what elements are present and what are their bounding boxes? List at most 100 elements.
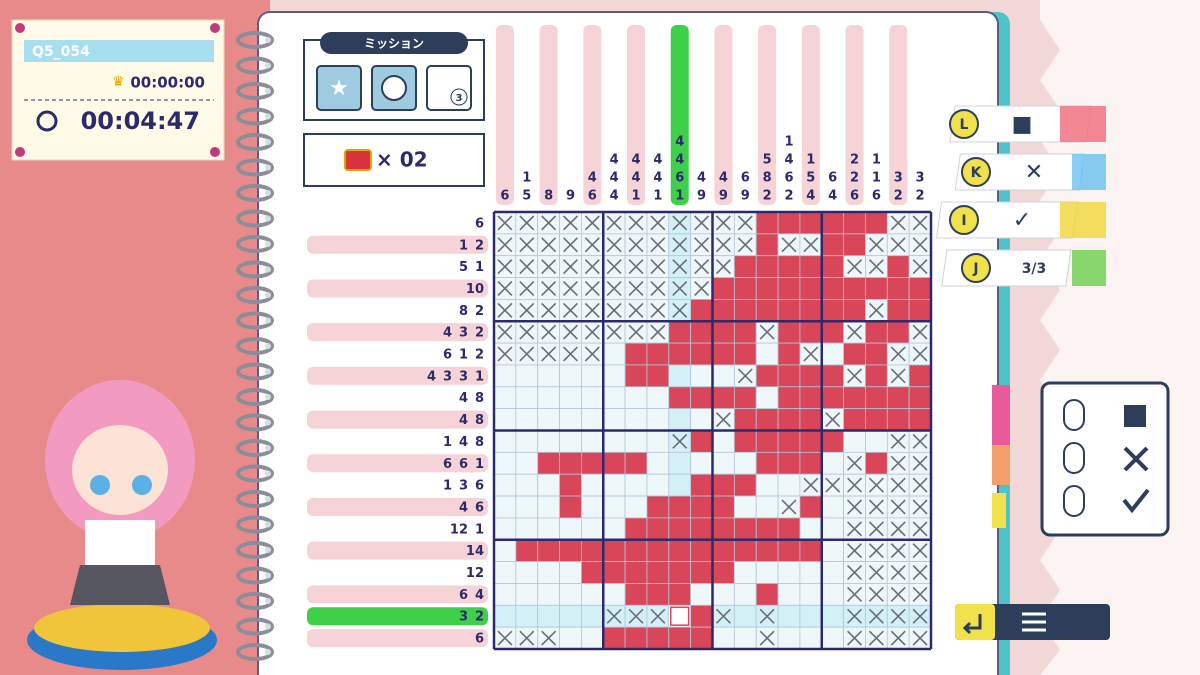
cell[interactable] (712, 626, 735, 650)
cell[interactable] (515, 561, 539, 584)
cell[interactable] (581, 561, 604, 584)
cell[interactable] (668, 583, 692, 606)
cell[interactable] (646, 561, 670, 584)
cell[interactable] (646, 539, 670, 563)
cell[interactable] (865, 277, 888, 300)
cell[interactable] (712, 364, 735, 388)
cell[interactable] (646, 517, 670, 541)
cell[interactable] (581, 604, 604, 628)
cell[interactable] (821, 211, 845, 235)
cell[interactable] (624, 473, 648, 497)
cell[interactable] (777, 277, 801, 300)
cell[interactable] (624, 451, 648, 475)
cell[interactable] (733, 473, 757, 497)
cell[interactable] (581, 408, 604, 431)
cell[interactable] (733, 320, 757, 344)
cell[interactable] (559, 604, 582, 628)
cell[interactable] (799, 298, 823, 322)
cell[interactable] (581, 473, 604, 497)
cell[interactable] (515, 495, 539, 519)
cell[interactable] (755, 277, 779, 300)
cell[interactable] (624, 539, 648, 563)
cell[interactable] (602, 451, 626, 475)
cell[interactable] (886, 255, 910, 278)
cell[interactable] (821, 277, 845, 300)
cell[interactable] (581, 626, 604, 650)
cell[interactable] (755, 495, 779, 519)
cell[interactable] (515, 408, 539, 431)
cell[interactable] (799, 320, 823, 344)
cell[interactable] (624, 561, 648, 584)
cell[interactable] (559, 451, 582, 475)
cell[interactable] (602, 517, 626, 541)
cell[interactable] (559, 473, 582, 497)
cell[interactable] (733, 408, 757, 431)
cell[interactable] (755, 255, 779, 278)
cell[interactable] (537, 517, 560, 541)
cell[interactable] (755, 561, 779, 584)
cell[interactable] (515, 473, 539, 497)
cell[interactable] (581, 517, 604, 541)
cell[interactable] (493, 473, 517, 497)
cell[interactable] (777, 583, 801, 606)
cell[interactable] (559, 539, 582, 563)
cell[interactable] (668, 473, 692, 497)
cell[interactable] (668, 451, 692, 475)
cell[interactable] (712, 342, 735, 366)
cell[interactable] (668, 561, 692, 584)
cell[interactable] (712, 430, 735, 453)
cell[interactable] (755, 539, 779, 563)
cell[interactable] (537, 539, 560, 563)
cell[interactable] (515, 364, 539, 388)
cell[interactable] (602, 473, 626, 497)
cell[interactable] (865, 408, 888, 431)
cell[interactable] (646, 451, 670, 475)
cell[interactable] (559, 626, 582, 650)
cell[interactable] (515, 604, 539, 628)
cell[interactable] (777, 517, 801, 541)
cell[interactable] (559, 583, 582, 606)
cell[interactable] (668, 517, 692, 541)
cell[interactable] (843, 298, 866, 322)
cell[interactable] (493, 561, 517, 584)
cell[interactable] (493, 517, 517, 541)
cell[interactable] (799, 626, 823, 650)
cell[interactable] (537, 561, 560, 584)
cell[interactable] (690, 364, 713, 388)
cell[interactable] (712, 386, 735, 410)
cell[interactable] (755, 211, 779, 235)
cell[interactable] (777, 320, 801, 344)
cell[interactable] (624, 364, 648, 388)
cell[interactable] (799, 517, 823, 541)
cell[interactable] (690, 561, 713, 584)
cell[interactable] (843, 277, 866, 300)
cell[interactable] (843, 233, 866, 257)
cell[interactable] (493, 604, 517, 628)
cell[interactable] (799, 408, 823, 431)
cell[interactable] (777, 451, 801, 475)
cell[interactable] (821, 561, 845, 584)
cell[interactable] (668, 386, 692, 410)
cell[interactable] (755, 430, 779, 453)
cell[interactable] (559, 430, 582, 453)
cell[interactable] (559, 364, 582, 388)
cell[interactable] (733, 277, 757, 300)
cell[interactable] (646, 386, 670, 410)
cell[interactable] (602, 364, 626, 388)
cell[interactable] (886, 320, 910, 344)
cell[interactable] (908, 386, 932, 410)
cell[interactable] (733, 583, 757, 606)
cell[interactable] (712, 495, 735, 519)
cell[interactable] (493, 386, 517, 410)
cell[interactable] (799, 604, 823, 628)
cell[interactable] (624, 495, 648, 519)
cell[interactable] (602, 495, 626, 519)
cell[interactable] (624, 408, 648, 431)
cell[interactable] (777, 386, 801, 410)
cell[interactable] (624, 342, 648, 366)
cell[interactable] (799, 255, 823, 278)
cell[interactable] (493, 539, 517, 563)
cell[interactable] (886, 277, 910, 300)
cell[interactable] (668, 604, 692, 628)
cell[interactable] (602, 430, 626, 453)
